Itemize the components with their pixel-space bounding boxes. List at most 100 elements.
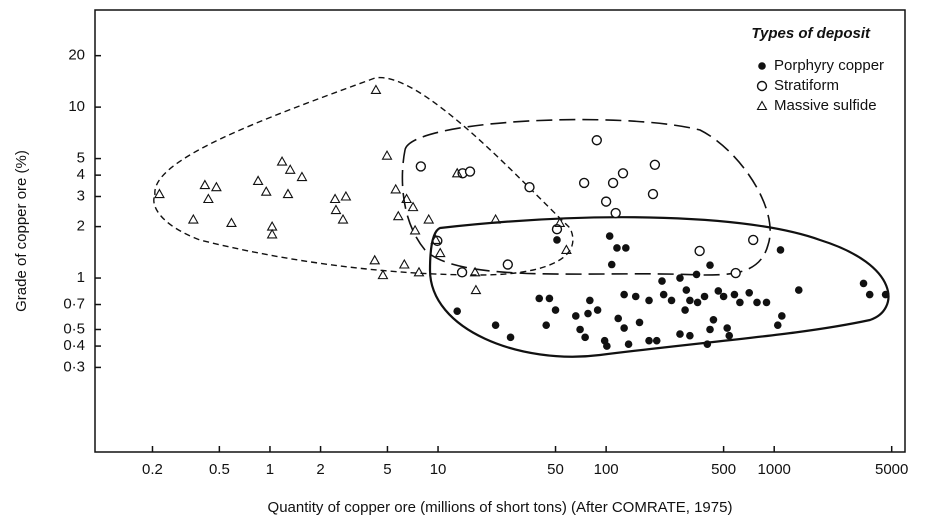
triangle-point	[554, 217, 566, 228]
filled-circle-point	[453, 307, 461, 315]
filled-circle-point	[706, 261, 714, 269]
triangle-point	[282, 188, 294, 199]
y-tick-label: 10	[68, 98, 85, 115]
triangle-point	[469, 266, 481, 277]
filled-circle-point	[794, 286, 803, 294]
y-tick-label: 5	[77, 150, 85, 167]
triangle-point	[560, 244, 572, 255]
filled-circle-point	[659, 290, 668, 299]
filled-circle-point	[584, 309, 592, 318]
filled-circle-point	[881, 290, 890, 299]
x-tick-label: 100	[594, 461, 619, 478]
porphyry-envelope	[428, 216, 890, 358]
filled-circle-point	[652, 336, 661, 345]
triangle-point	[202, 193, 214, 204]
triangle-point	[390, 183, 402, 194]
x-tick-label: 500	[711, 461, 736, 478]
triangle-point	[296, 171, 308, 182]
filled-circle-point	[586, 296, 594, 305]
open-circle-point	[524, 182, 535, 193]
legend-marker	[758, 62, 766, 70]
triangle-point	[252, 175, 264, 185]
filled-circle-point	[576, 325, 584, 334]
filled-circle-point	[506, 333, 515, 342]
triangle-point	[284, 164, 296, 174]
y-tick-label: 0·4	[63, 337, 85, 354]
filled-circle-point	[620, 324, 628, 332]
y-tick-label: 2	[77, 218, 85, 235]
filled-circle-point	[542, 321, 550, 329]
x-tick-label: 2	[316, 461, 324, 478]
filled-circle-point	[681, 306, 689, 314]
triangle-point	[330, 204, 342, 215]
filled-circle-point	[753, 298, 761, 307]
triangle-point	[407, 201, 419, 212]
triangle-point	[434, 247, 446, 258]
filled-circle-point	[709, 315, 718, 324]
triangle-point	[266, 228, 278, 239]
legend-marker	[756, 80, 768, 92]
legend-label: Massive sulfide	[774, 97, 877, 114]
x-tick-label: 5	[383, 461, 391, 478]
filled-circle-point	[723, 324, 731, 332]
triangle-point	[369, 254, 381, 265]
filled-circle-point	[545, 294, 554, 303]
open-circle-point	[456, 267, 468, 278]
triangle-point	[398, 258, 410, 269]
filled-circle-point	[865, 290, 874, 299]
triangle-point	[392, 210, 404, 221]
triangle-point	[260, 186, 272, 196]
open-circle-point	[617, 168, 629, 179]
filled-circle-point	[622, 244, 630, 252]
filled-circle-point	[613, 244, 621, 252]
open-circle-point	[748, 234, 759, 246]
triangle-point	[199, 179, 211, 190]
legend-marker	[756, 100, 768, 111]
triangle-point	[337, 213, 349, 224]
filled-circle-point	[719, 292, 728, 301]
y-tick-label: 1	[77, 269, 85, 286]
filled-circle-point	[686, 331, 694, 340]
legend-label: Stratiform	[774, 77, 839, 94]
triangle-point	[423, 213, 435, 224]
triangle-point	[370, 84, 382, 95]
massive-sulfide-envelope	[153, 77, 574, 276]
y-tick-label: 4	[77, 166, 85, 183]
y-tick-label: 0·3	[63, 358, 85, 375]
x-tick-label: 1	[266, 461, 274, 478]
filled-circle-point	[700, 292, 709, 301]
filled-circle-point	[491, 321, 500, 329]
triangle-point	[153, 188, 165, 199]
filled-circle-point	[553, 236, 561, 244]
filled-circle-point	[676, 330, 684, 338]
filled-circle-point	[667, 296, 676, 305]
filled-circle-point	[676, 274, 684, 282]
filled-circle-point	[682, 286, 691, 294]
triangle-point	[329, 193, 341, 204]
triangle-point	[340, 190, 352, 201]
y-tick-label: 0·5	[63, 320, 85, 337]
triangle-point	[490, 213, 502, 224]
filled-circle-point	[703, 340, 712, 349]
triangle-point	[377, 269, 389, 280]
filled-circle-point	[706, 325, 714, 334]
triangle-point	[401, 193, 413, 204]
filled-circle-point	[725, 331, 734, 340]
legend-label: Porphyry copper	[774, 57, 884, 74]
x-tick-label: 0.5	[209, 461, 230, 478]
triangle-point	[210, 181, 222, 192]
filled-circle-point	[535, 294, 544, 303]
open-circle-point	[607, 177, 619, 189]
filled-circle-point	[778, 312, 786, 320]
triangle-point	[187, 213, 199, 224]
open-circle-point	[600, 196, 612, 207]
filled-circle-point	[624, 340, 633, 349]
filled-circle-point	[730, 290, 739, 299]
filled-circle-point	[605, 232, 614, 240]
open-circle-point	[647, 188, 659, 200]
filled-circle-point	[686, 296, 694, 305]
filled-circle-point	[631, 292, 640, 301]
filled-circle-point	[620, 290, 628, 299]
open-circle-point	[649, 159, 661, 170]
